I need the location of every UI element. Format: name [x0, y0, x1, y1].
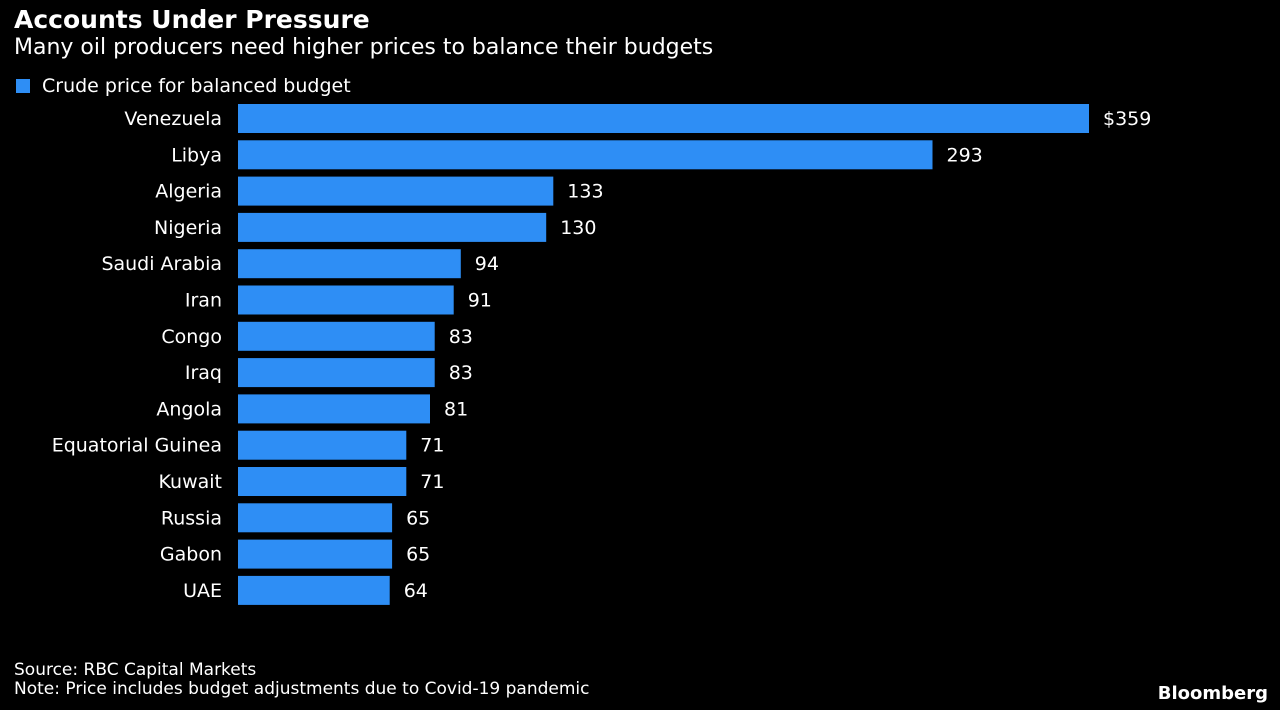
value-label: 65: [406, 507, 430, 529]
category-label: Iran: [185, 290, 222, 312]
bar-venezuela: [238, 104, 1089, 133]
value-label: 71: [420, 471, 444, 493]
value-label: 83: [449, 326, 473, 348]
value-label: 81: [444, 398, 468, 420]
category-label: Russia: [161, 507, 222, 529]
legend: Crude price for balanced budget: [16, 74, 351, 98]
bar-congo: [238, 321, 435, 351]
category-label: Angola: [156, 398, 222, 420]
value-label: 91: [468, 290, 492, 312]
bar-angola: [238, 394, 430, 424]
category-label: Libya: [171, 144, 222, 166]
value-label: 71: [420, 435, 444, 457]
footnote: Note: Price includes budget adjustments …: [14, 679, 590, 699]
bar-iraq: [238, 358, 435, 388]
category-label: Equatorial Guinea: [52, 435, 222, 457]
chart-title: Accounts Under Pressure: [14, 5, 370, 34]
legend-label: Crude price for balanced budget: [42, 75, 351, 97]
bar-chart: Venezuela $359 Libya 293 Algeria 133 Nigeria 13…: [52, 104, 1151, 605]
bar-equatorial-guinea: [238, 430, 407, 460]
bar-kuwait: [238, 467, 407, 496]
bar-gabon: [238, 539, 393, 569]
bar-saudi-arabia: [238, 249, 461, 279]
value-label: 94: [475, 253, 499, 275]
chart-subtitle: Many oil producers need higher prices to…: [14, 35, 714, 60]
value-label: 64: [404, 580, 428, 602]
bar-algeria: [238, 176, 554, 206]
value-label: 65: [406, 544, 430, 566]
bar-uae: [238, 575, 390, 605]
category-label: Iraq: [185, 362, 222, 384]
value-label: 133: [567, 181, 603, 203]
bar-nigeria: [238, 212, 547, 242]
legend-swatch: [16, 79, 30, 93]
category-label: Venezuela: [124, 108, 222, 130]
value-label: 293: [947, 144, 983, 166]
category-label: Congo: [161, 326, 222, 348]
category-label: Gabon: [160, 544, 222, 566]
category-label: Saudi Arabia: [101, 253, 222, 275]
category-label: Nigeria: [154, 217, 222, 239]
category-label: Algeria: [155, 181, 222, 203]
category-label: UAE: [183, 580, 222, 602]
brand-logo: Bloomberg: [1157, 683, 1268, 704]
category-label: Kuwait: [159, 471, 222, 493]
value-label: 83: [449, 362, 473, 384]
bar-iran: [238, 285, 454, 315]
bar-russia: [238, 503, 393, 533]
source-note: Source: RBC Capital Markets: [14, 660, 257, 680]
value-label: 130: [560, 217, 596, 239]
bar-libya: [238, 140, 933, 170]
value-label: $359: [1103, 108, 1151, 130]
